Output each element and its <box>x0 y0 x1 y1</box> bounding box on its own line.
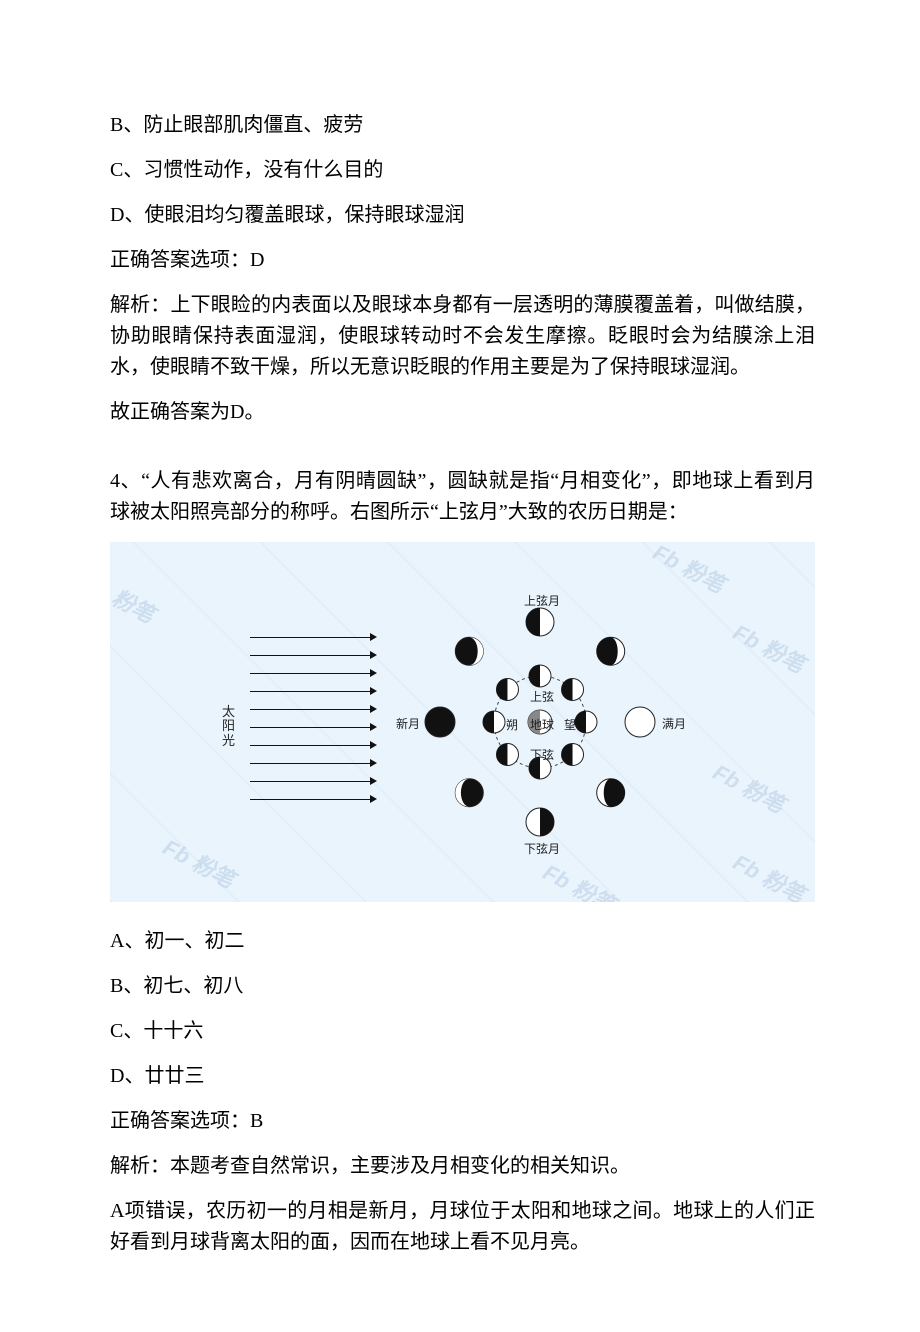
page: B、防止眼部肌肉僵直、疲劳 C、习惯性动作，没有什么目的 D、使眼泪均匀覆盖眼球… <box>0 0 920 1332</box>
q4-explain-2: A项错误，农历初一的月相是新月，月球位于太阳和地球之间。地球上的人们正好看到月球… <box>110 1196 815 1258</box>
q4-option-b: B、初七、初八 <box>110 971 815 1002</box>
q4-explain-1: 解析：本题考查自然常识，主要涉及月相变化的相关知识。 <box>110 1151 815 1182</box>
label-left-xinyue: 新月 <box>396 715 420 734</box>
label-right-manyue: 满月 <box>662 715 686 734</box>
label-bottom-xiaxianyue: 下弦月 <box>524 840 560 859</box>
q3-explain-2: 故正确答案为D。 <box>110 397 815 428</box>
section-spacer <box>110 442 815 466</box>
q3-answer: 正确答案选项：D <box>110 245 815 276</box>
q4-option-d: D、廿廿三 <box>110 1061 815 1092</box>
q4-answer: 正确答案选项：B <box>110 1106 815 1137</box>
label-xiaxian: 下弦 <box>530 746 554 765</box>
label-earth: 地球 <box>530 716 554 735</box>
label-top-shangxianyue: 上弦月 <box>524 592 560 611</box>
q4-stem: 4、“人有悲欢离合，月有阴晴圆缺”，圆缺就是指“月相变化”，即地球上看到月球被太… <box>110 466 815 528</box>
q4-option-c: C、十十六 <box>110 1016 815 1047</box>
q3-option-b: B、防止眼部肌肉僵直、疲劳 <box>110 110 815 141</box>
q3-option-d: D、使眼泪均匀覆盖眼球，保持眼球湿润 <box>110 200 815 231</box>
label-wang: 望 <box>564 716 576 735</box>
q3-explain-1: 解析：上下眼睑的内表面以及眼球本身都有一层透明的薄膜覆盖着，叫做结膜，协助眼睛保… <box>110 290 815 383</box>
label-shangxian: 上弦 <box>530 688 554 707</box>
q3-option-c: C、习惯性动作，没有什么目的 <box>110 155 815 186</box>
diagram-svg <box>110 542 815 902</box>
label-shuo: 朔 <box>506 716 518 735</box>
moon-phase-diagram: Fb 粉笔Fb 粉笔Fb 粉笔Fb 粉笔Fb 粉笔Fb 粉笔Fb 粉笔太阳光上弦… <box>110 542 815 902</box>
q4-option-a: A、初一、初二 <box>110 926 815 957</box>
